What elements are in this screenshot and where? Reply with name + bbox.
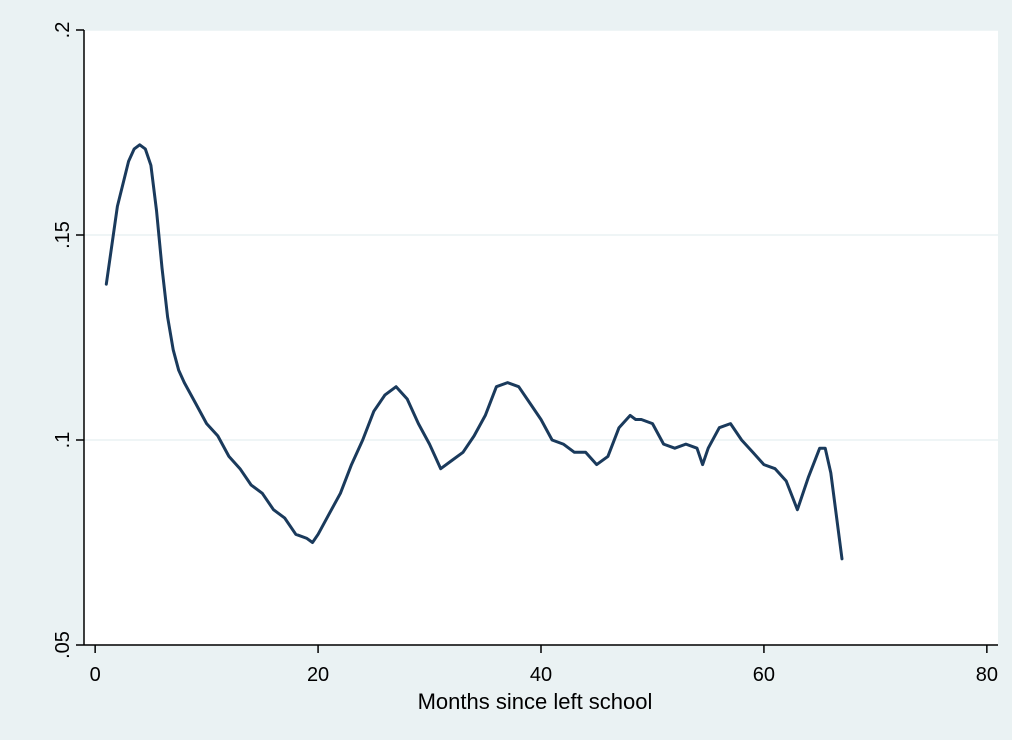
x-ticks: 0 20 40 60 80 — [90, 645, 998, 686]
x-tick-label: 80 — [976, 664, 998, 686]
x-tick-label: 0 — [90, 664, 101, 686]
y-tick-label: .05 — [52, 631, 74, 659]
plot-area — [84, 30, 998, 645]
y-tick-label: .2 — [52, 22, 74, 39]
y-ticks: .05 .1 .15 .2 — [52, 22, 84, 659]
y-tick-label: .15 — [52, 221, 74, 249]
x-tick-label: 60 — [753, 664, 775, 686]
x-axis-title: Months since left school — [418, 689, 653, 714]
series-line — [104, 143, 844, 561]
x-tick-label: 40 — [530, 664, 552, 686]
x-tick-label: 20 — [307, 664, 329, 686]
y-tick-label: .1 — [52, 432, 74, 449]
